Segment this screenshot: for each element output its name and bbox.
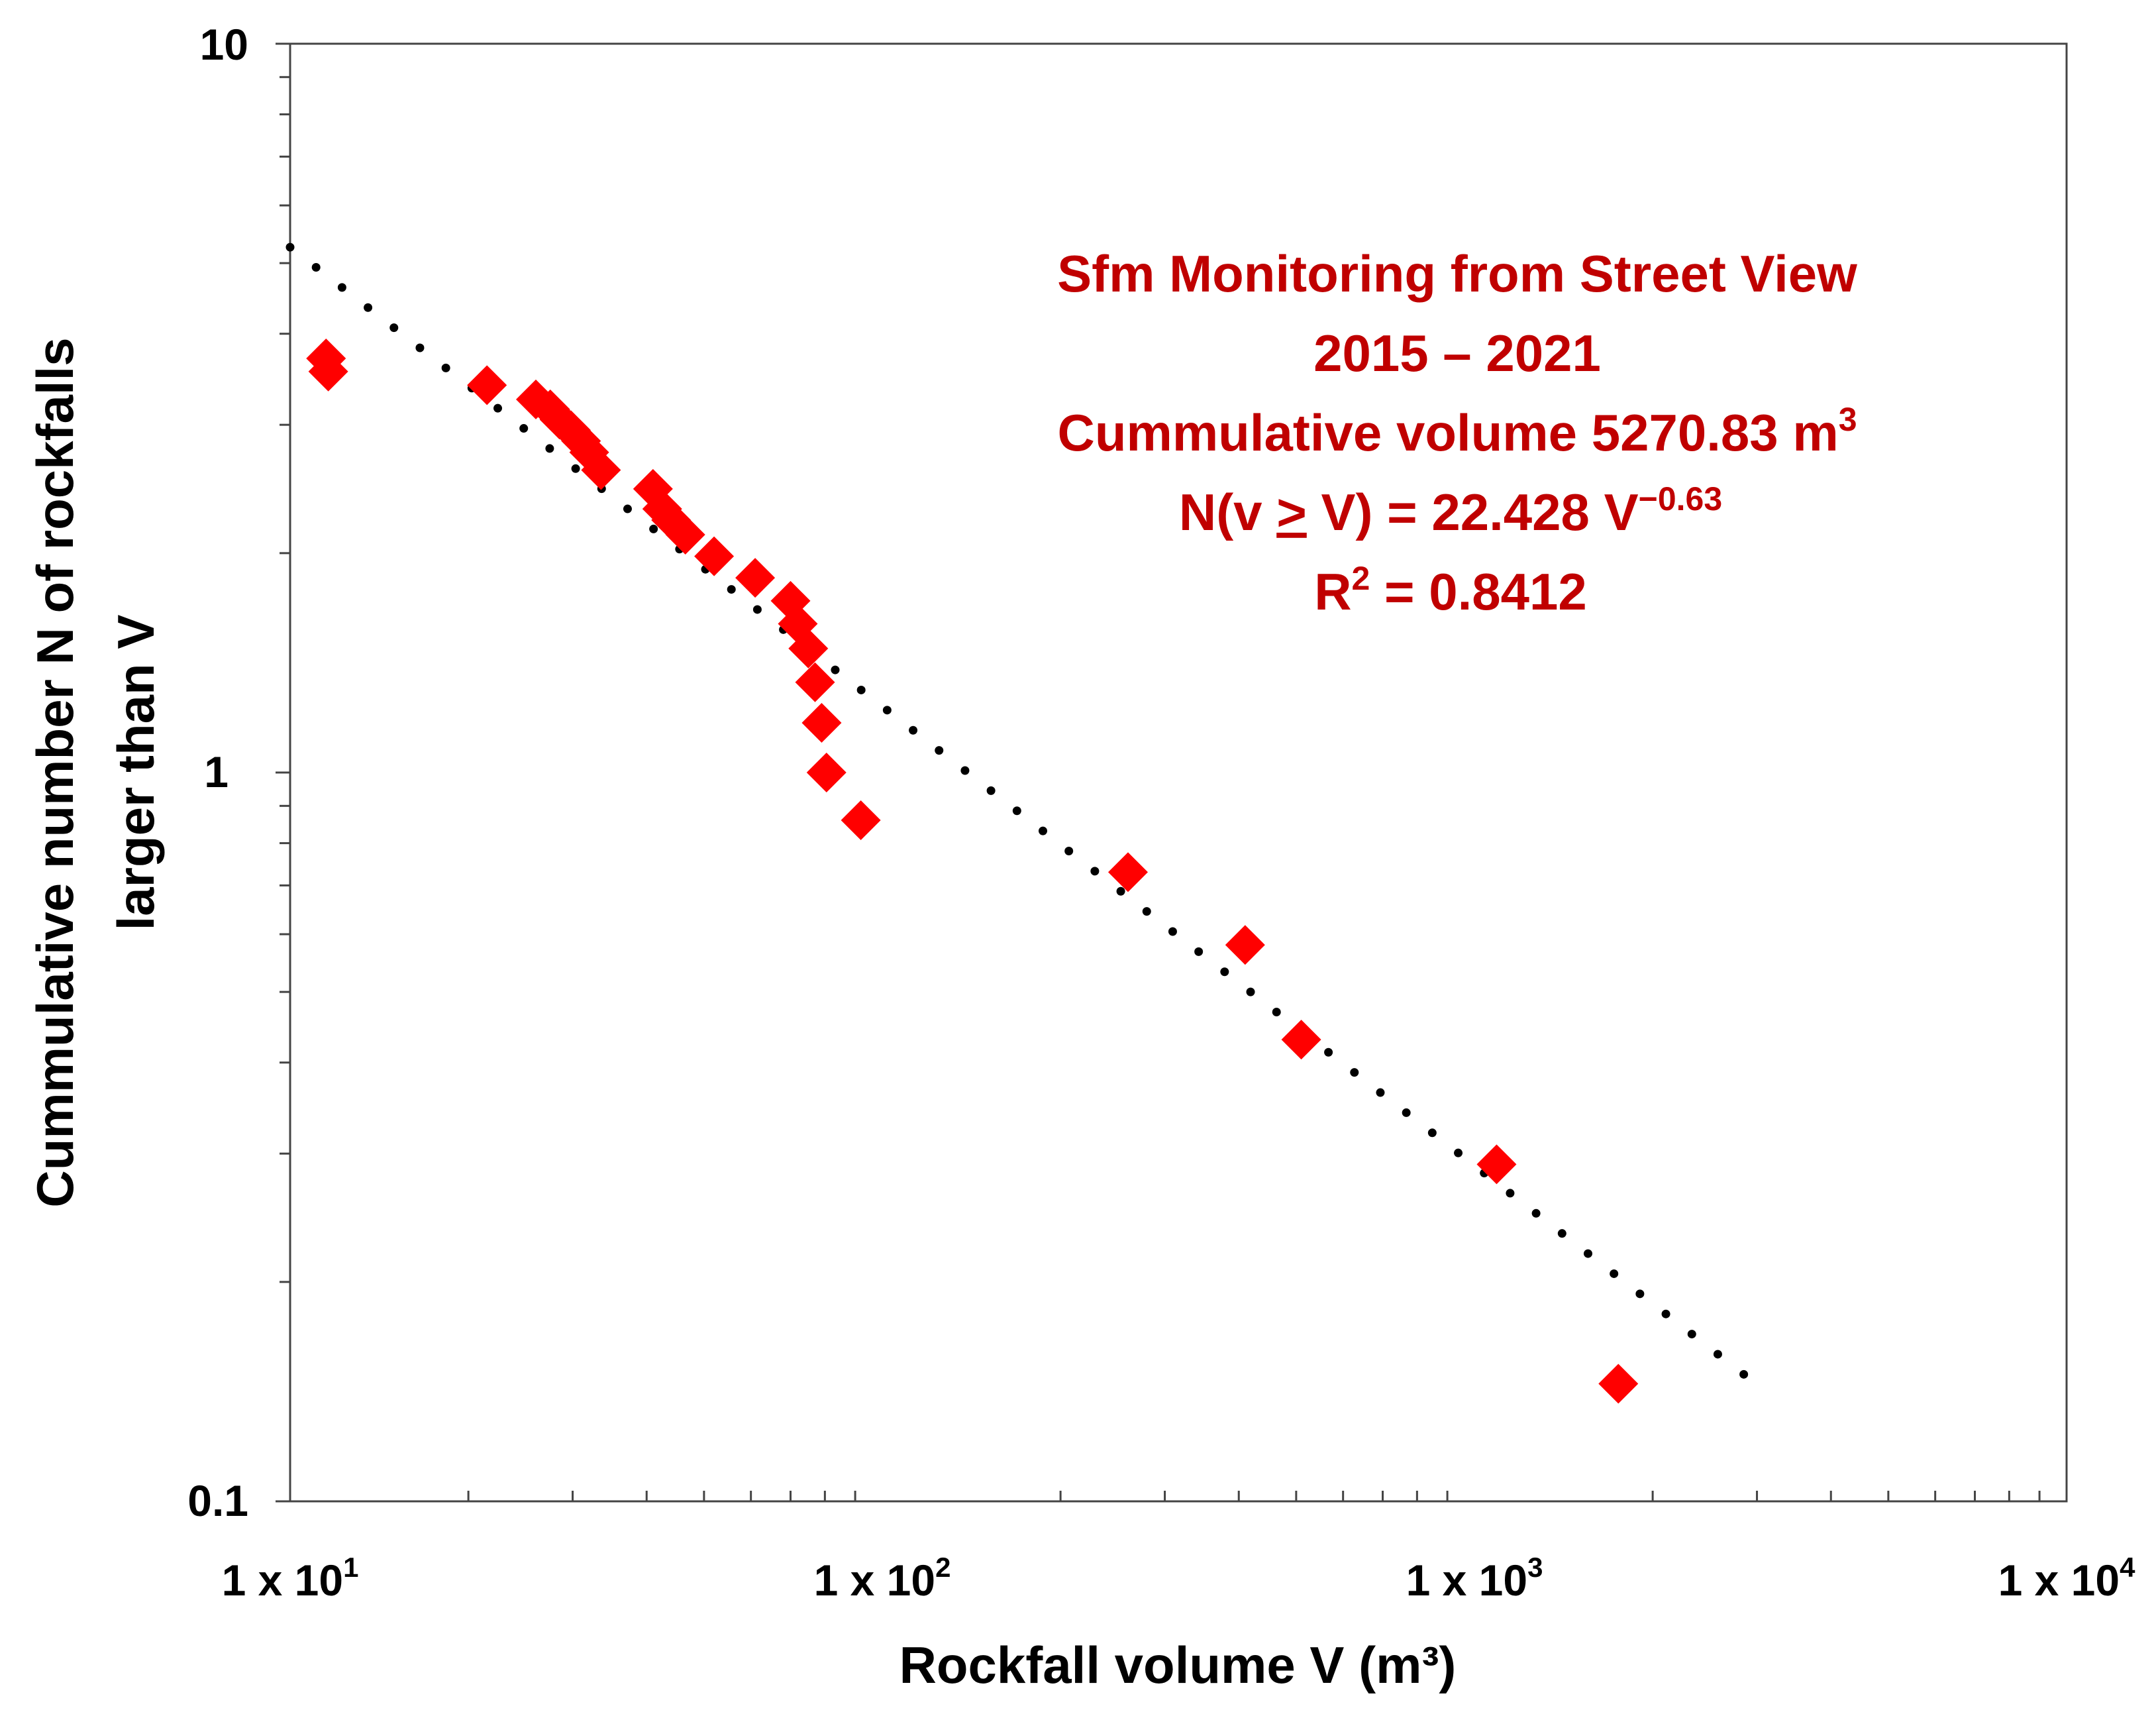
trendline-dot: [519, 424, 529, 433]
trendline-dot: [856, 685, 866, 694]
data-point-diamond: [665, 515, 705, 555]
trendline-dot: [960, 766, 970, 775]
trendline-dot: [1687, 1330, 1696, 1339]
data-point-diamond: [806, 753, 847, 792]
y-tick-label-0-1: 0.1: [187, 1476, 248, 1525]
annotation-equation: N(v > V) = 22.428 V−0.63: [1179, 480, 1722, 541]
trendline-dot: [1168, 927, 1177, 936]
data-point-diamond: [308, 351, 348, 392]
trendline-dot: [1739, 1369, 1749, 1379]
data-point-diamond: [841, 800, 881, 841]
trendline-dot: [1713, 1350, 1722, 1359]
trendline-dot: [1376, 1088, 1385, 1097]
trendline-dot: [1635, 1289, 1645, 1299]
trendline-dot: [1272, 1008, 1281, 1017]
trendline-dot: [441, 363, 450, 372]
data-point-diamond: [1476, 1144, 1517, 1185]
trendline-dot: [493, 403, 503, 413]
trendline-dot: [1090, 867, 1100, 876]
annotation-r-squared: R2 = 0.8412: [1314, 560, 1587, 621]
trendline-dot: [415, 343, 425, 352]
trendline-dot: [285, 242, 295, 252]
data-point-diamond: [467, 365, 507, 405]
data-point-diamond: [1225, 925, 1265, 965]
data-point-diamond: [1107, 852, 1148, 892]
x-tick-label-10-3: 1 x 103: [1406, 1552, 1543, 1605]
trendline-dot: [649, 524, 658, 533]
trendline-dot: [337, 283, 346, 292]
y-tick-label-1: 1: [204, 747, 229, 796]
trendline-dot: [1610, 1269, 1619, 1278]
trendline-dot: [1454, 1148, 1463, 1157]
trendline-dot: [1661, 1309, 1670, 1318]
data-point-diamond: [694, 536, 735, 576]
trendline-dot: [752, 605, 762, 614]
data-point-diamond: [801, 702, 842, 743]
trendline-dot: [1427, 1128, 1437, 1138]
data-point-diamond: [1281, 1020, 1321, 1060]
trendline-dot: [1064, 846, 1074, 855]
trendline-dot: [1350, 1068, 1359, 1077]
data-point-diamond: [735, 558, 776, 598]
trendline-dot: [1039, 826, 1048, 835]
annotation-title: Sfm Monitoring from Street View: [1057, 244, 1857, 303]
x-tick-label-10-4: 1 x 104: [1998, 1552, 2136, 1605]
data-points: [306, 338, 1639, 1404]
trendline-dot: [1142, 907, 1151, 916]
trendline-dot: [1194, 947, 1204, 956]
data-point-diamond: [1598, 1364, 1639, 1404]
x-axis-title: Rockfall volume V (m³): [899, 1636, 1457, 1694]
trendline-dot: [1402, 1108, 1411, 1117]
data-point-diamond: [581, 450, 621, 490]
trendline-dot: [831, 665, 840, 674]
trendline-dot: [389, 323, 399, 333]
y-axis-title-line1: Cummulative number N of rockfalls: [26, 337, 84, 1207]
axis-ticks: [276, 42, 2041, 1503]
y-axis-title-line2: larger than V: [107, 615, 165, 931]
trendline-dot: [1116, 886, 1125, 896]
trendline-dot: [909, 725, 918, 735]
trendline-dot: [545, 444, 554, 453]
annotation-period: 2015 – 2021: [1313, 324, 1601, 382]
trendline-dot: [623, 504, 632, 513]
trendline-dot: [1506, 1189, 1515, 1198]
fit-annotation: Sfm Monitoring from Street View 2015 – 2…: [1057, 244, 1857, 621]
x-tick-label-10-1: 1 x 101: [222, 1552, 359, 1605]
y-tick-label-10: 10: [200, 20, 248, 69]
trendline-dot: [935, 746, 944, 755]
x-tick-label-10-2: 1 x 102: [814, 1552, 951, 1605]
trendline-dot: [1246, 987, 1255, 996]
trendline-dot: [727, 585, 736, 594]
trendline-dot: [1583, 1249, 1592, 1258]
trendline-dot: [882, 706, 892, 715]
trendline-dot: [986, 786, 996, 795]
trendline-dot: [1531, 1208, 1541, 1218]
trendline-dot: [311, 263, 321, 272]
trendline-dot: [1557, 1229, 1566, 1238]
annotation-cumulative-volume: Cummulative volume 5270.83 m3: [1058, 401, 1857, 462]
data-point-diamond: [788, 628, 829, 669]
power-trendline: [285, 242, 1749, 1379]
trendline-dot: [1012, 806, 1021, 816]
trendline-dot: [1220, 967, 1229, 977]
trendline-dot: [571, 464, 580, 473]
trendline-dot: [1324, 1047, 1333, 1057]
trendline-dot: [364, 303, 373, 312]
data-point-diamond: [795, 662, 835, 702]
